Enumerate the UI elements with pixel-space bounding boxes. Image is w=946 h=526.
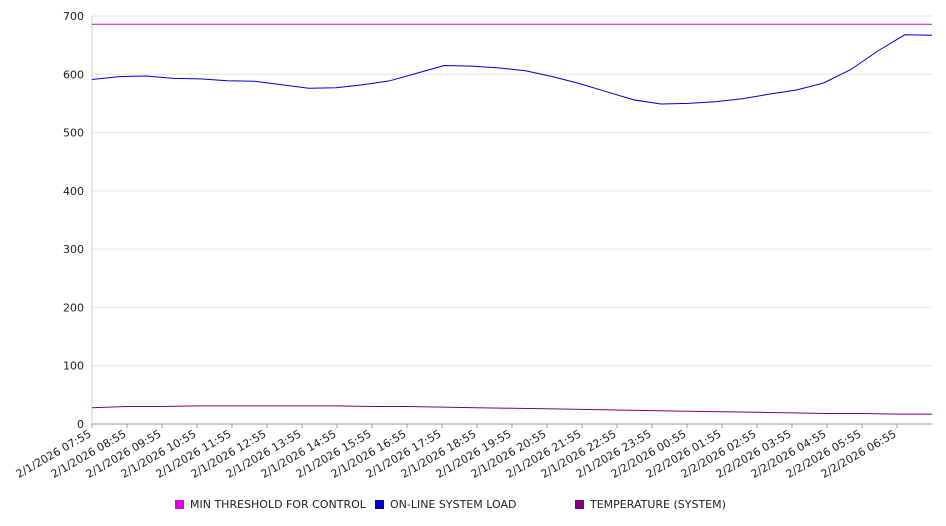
series-lines: [91, 23, 933, 415]
y-tick-label: 0: [77, 418, 84, 431]
y-tick-label: 400: [63, 185, 84, 198]
legend-swatch-min-threshold: [175, 500, 184, 509]
legend-swatch-system-load: [375, 500, 384, 509]
x-axis-ticks: 2/1/2026 07:552/1/2026 08:552/1/2026 09:…: [14, 424, 899, 481]
y-tick-label: 200: [63, 301, 84, 314]
legend-swatch-temperature: [575, 500, 584, 509]
legend-item-system-load[interactable]: ON-LINE SYSTEM LOAD: [375, 498, 516, 511]
y-axis-ticks: 0 100 200 300 400 500 600 700: [63, 10, 84, 431]
legend-label-min-threshold: MIN THRESHOLD FOR CONTROL: [190, 498, 366, 511]
legend-item-min-threshold[interactable]: MIN THRESHOLD FOR CONTROL: [175, 498, 366, 511]
gridlines: [92, 15, 932, 367]
series-line-system-load: [91, 34, 933, 105]
series-line-temperature: [91, 405, 932, 415]
axes: [91, 16, 932, 425]
legend: MIN THRESHOLD FOR CONTROL ON-LINE SYSTEM…: [0, 498, 946, 514]
legend-item-temperature[interactable]: TEMPERATURE (SYSTEM): [575, 498, 726, 511]
y-tick-label: 500: [63, 127, 84, 140]
y-tick-label: 100: [63, 360, 84, 373]
y-tick-label: 700: [63, 10, 84, 23]
legend-label-system-load: ON-LINE SYSTEM LOAD: [390, 498, 517, 511]
y-tick-label: 300: [63, 243, 84, 256]
legend-label-temperature: TEMPERATURE (SYSTEM): [590, 498, 726, 511]
y-tick-label: 600: [63, 68, 84, 81]
